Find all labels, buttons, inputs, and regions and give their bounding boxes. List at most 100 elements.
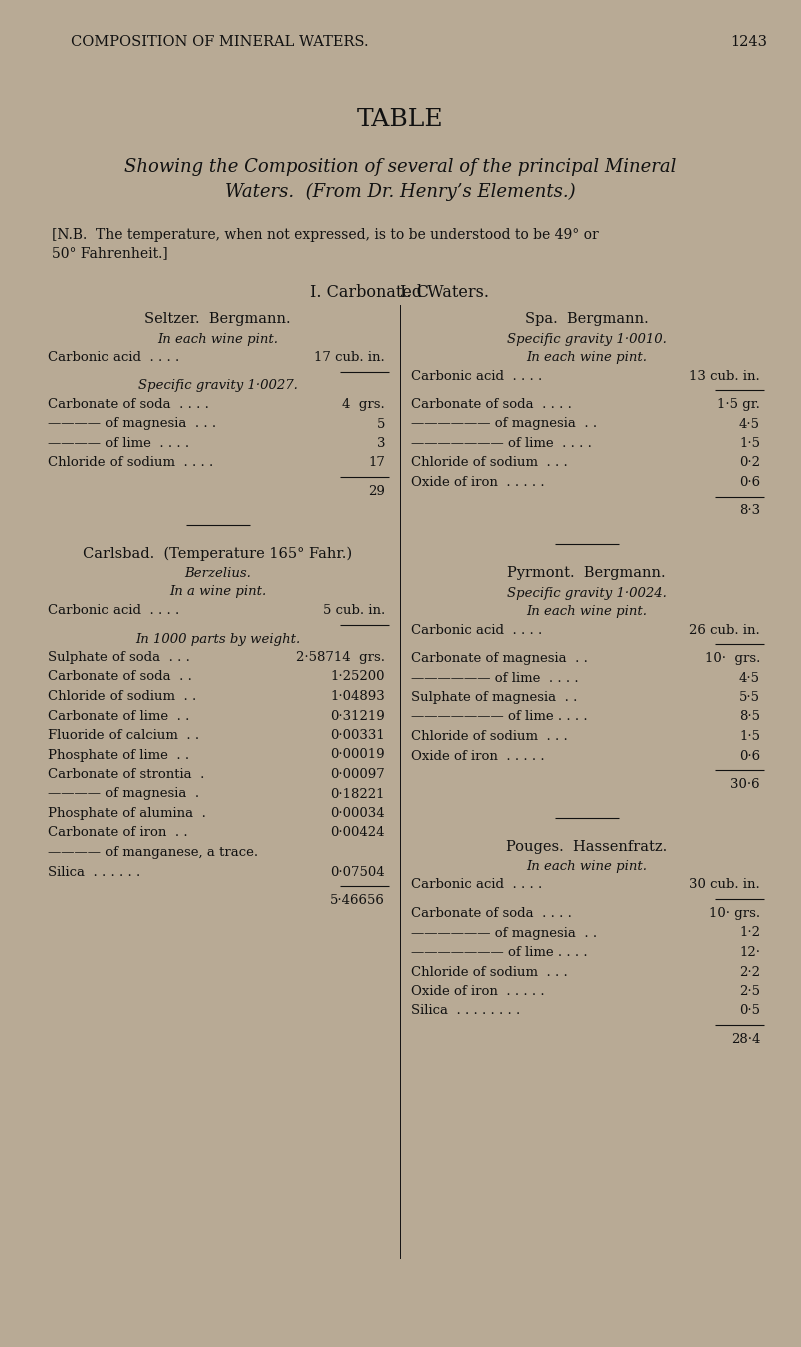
Text: I. Carbonated Waters.: I. Carbonated Waters. xyxy=(311,284,489,300)
Text: ——————— of lime . . . .: ——————— of lime . . . . xyxy=(411,946,588,959)
Text: Chloride of sodium  . . . .: Chloride of sodium . . . . xyxy=(48,457,213,470)
Text: 30·6: 30·6 xyxy=(731,779,760,791)
Text: 0·00034: 0·00034 xyxy=(330,807,385,820)
Text: 1243: 1243 xyxy=(730,35,767,48)
Text: In each wine pint.: In each wine pint. xyxy=(526,605,647,618)
Text: Oxide of iron  . . . . .: Oxide of iron . . . . . xyxy=(411,985,545,998)
Text: Waters.  (From Dr. Henry’s Elements.): Waters. (From Dr. Henry’s Elements.) xyxy=(225,183,575,201)
Text: I. C: I. C xyxy=(400,284,429,300)
Text: Pyrmont.  Bergmann.: Pyrmont. Bergmann. xyxy=(507,566,666,581)
Text: Carbonic acid  . . . .: Carbonic acid . . . . xyxy=(411,878,542,892)
Text: In 1000 parts by weight.: In 1000 parts by weight. xyxy=(135,633,300,645)
Text: ———— of manganese, a trace.: ———— of manganese, a trace. xyxy=(48,846,258,859)
Text: 2·58714  grs.: 2·58714 grs. xyxy=(296,651,385,664)
Text: 28·4: 28·4 xyxy=(731,1033,760,1047)
Text: 5·5: 5·5 xyxy=(739,691,760,704)
Text: 0·31219: 0·31219 xyxy=(330,710,385,722)
Text: 0·00019: 0·00019 xyxy=(330,749,385,761)
Text: Silica  . . . . . .: Silica . . . . . . xyxy=(48,866,140,878)
Text: TABLE: TABLE xyxy=(356,108,443,131)
Text: Specific gravity 1·0027.: Specific gravity 1·0027. xyxy=(138,380,297,392)
Text: 13 cub. in.: 13 cub. in. xyxy=(689,369,760,383)
Text: 1·5: 1·5 xyxy=(739,436,760,450)
Text: Carbonic acid  . . . .: Carbonic acid . . . . xyxy=(48,352,179,364)
Text: Carbonic acid  . . . .: Carbonic acid . . . . xyxy=(411,369,542,383)
Text: Carbonate of iron  . .: Carbonate of iron . . xyxy=(48,827,187,839)
Text: 5 cub. in.: 5 cub. in. xyxy=(323,603,385,617)
Text: In each wine pint.: In each wine pint. xyxy=(526,352,647,364)
Text: 29: 29 xyxy=(368,485,385,498)
Text: In each wine pint.: In each wine pint. xyxy=(526,859,647,873)
Text: Chloride of sodium  . . .: Chloride of sodium . . . xyxy=(411,730,568,744)
Text: Carbonate of lime  . .: Carbonate of lime . . xyxy=(48,710,189,722)
Text: 4·5: 4·5 xyxy=(739,418,760,431)
Text: 2·5: 2·5 xyxy=(739,985,760,998)
Text: 1·04893: 1·04893 xyxy=(330,690,385,703)
Text: Chloride of sodium  . . .: Chloride of sodium . . . xyxy=(411,966,568,978)
Text: Fluoride of calcium  . .: Fluoride of calcium . . xyxy=(48,729,199,742)
Text: Spa.  Bergmann.: Spa. Bergmann. xyxy=(525,313,648,326)
Text: Carbonic acid  . . . .: Carbonic acid . . . . xyxy=(48,603,179,617)
Text: 0·00097: 0·00097 xyxy=(330,768,385,781)
Text: Silica  . . . . . . . .: Silica . . . . . . . . xyxy=(411,1005,521,1017)
Text: 3: 3 xyxy=(376,436,385,450)
Text: Carbonate of soda  . .: Carbonate of soda . . xyxy=(48,671,192,683)
Text: In a wine pint.: In a wine pint. xyxy=(169,586,266,598)
Text: ——————— of lime . . . .: ——————— of lime . . . . xyxy=(411,710,588,723)
Text: 1·5 gr.: 1·5 gr. xyxy=(717,397,760,411)
Text: 30 cub. in.: 30 cub. in. xyxy=(689,878,760,892)
Text: 5·46656: 5·46656 xyxy=(330,894,385,907)
Text: Seltzer.  Bergmann.: Seltzer. Bergmann. xyxy=(144,313,291,326)
Text: 17 cub. in.: 17 cub. in. xyxy=(314,352,385,364)
Text: Carbonate of soda  . . . .: Carbonate of soda . . . . xyxy=(411,397,572,411)
Text: 0·6: 0·6 xyxy=(739,475,760,489)
Text: 10·  grs.: 10· grs. xyxy=(705,652,760,665)
Text: Phosphate of lime  . .: Phosphate of lime . . xyxy=(48,749,189,761)
Text: Specific gravity 1·0010.: Specific gravity 1·0010. xyxy=(506,333,666,345)
Text: [N.B.  The temperature, when not expressed, is to be understood to be 49° or: [N.B. The temperature, when not expresse… xyxy=(52,228,599,242)
Text: 0·18221: 0·18221 xyxy=(331,788,385,800)
Text: Carbonate of soda  . . . .: Carbonate of soda . . . . xyxy=(48,397,209,411)
Text: Carbonate of strontia  .: Carbonate of strontia . xyxy=(48,768,204,781)
Text: 26 cub. in.: 26 cub. in. xyxy=(689,624,760,637)
Text: 8·3: 8·3 xyxy=(739,505,760,517)
Text: 1·5: 1·5 xyxy=(739,730,760,744)
Text: Carlsbad.  (Temperature 165° Fahr.): Carlsbad. (Temperature 165° Fahr.) xyxy=(83,547,352,560)
Text: Carbonic acid  . . . .: Carbonic acid . . . . xyxy=(411,624,542,637)
Text: 4·5: 4·5 xyxy=(739,672,760,684)
Text: ———— of lime  . . . .: ———— of lime . . . . xyxy=(48,436,189,450)
Text: ——————— of lime  . . . .: ——————— of lime . . . . xyxy=(411,436,592,450)
Text: 0·6: 0·6 xyxy=(739,749,760,762)
Text: Chloride of sodium  . . .: Chloride of sodium . . . xyxy=(411,457,568,470)
Text: COMPOSITION OF MINERAL WATERS.: COMPOSITION OF MINERAL WATERS. xyxy=(71,35,368,48)
Text: 5: 5 xyxy=(376,418,385,431)
Text: 4  grs.: 4 grs. xyxy=(342,397,385,411)
Text: 0·00331: 0·00331 xyxy=(330,729,385,742)
Text: Showing the Composition of several of the principal Mineral: Showing the Composition of several of th… xyxy=(124,158,676,176)
Text: Sulphate of soda  . . .: Sulphate of soda . . . xyxy=(48,651,190,664)
Text: 0·00424: 0·00424 xyxy=(331,827,385,839)
Text: 8·5: 8·5 xyxy=(739,710,760,723)
Text: 1·25200: 1·25200 xyxy=(331,671,385,683)
Text: Specific gravity 1·0024.: Specific gravity 1·0024. xyxy=(506,586,666,599)
Text: Berzelius.: Berzelius. xyxy=(184,567,251,581)
Text: Chloride of sodium  . .: Chloride of sodium . . xyxy=(48,690,196,703)
Text: Phosphate of alumina  .: Phosphate of alumina . xyxy=(48,807,206,820)
Text: Oxide of iron  . . . . .: Oxide of iron . . . . . xyxy=(411,475,545,489)
Text: ———— of magnesia  . . .: ———— of magnesia . . . xyxy=(48,418,216,431)
Text: 17: 17 xyxy=(368,457,385,470)
Text: 2·2: 2·2 xyxy=(739,966,760,978)
Text: Oxide of iron  . . . . .: Oxide of iron . . . . . xyxy=(411,749,545,762)
Text: ———— of magnesia  .: ———— of magnesia . xyxy=(48,788,199,800)
Text: Sulphate of magnesia  . .: Sulphate of magnesia . . xyxy=(411,691,578,704)
Text: 12·: 12· xyxy=(739,946,760,959)
Text: 10· grs.: 10· grs. xyxy=(709,907,760,920)
Text: Carbonate of magnesia  . .: Carbonate of magnesia . . xyxy=(411,652,588,665)
Text: In each wine pint.: In each wine pint. xyxy=(157,333,278,345)
Text: 0·07504: 0·07504 xyxy=(330,866,385,878)
Text: 1·2: 1·2 xyxy=(739,927,760,939)
Text: —————— of lime  . . . .: —————— of lime . . . . xyxy=(411,672,578,684)
Text: 0·2: 0·2 xyxy=(739,457,760,470)
Text: —————— of magnesia  . .: —————— of magnesia . . xyxy=(411,927,597,939)
Text: 50° Fahrenheit.]: 50° Fahrenheit.] xyxy=(52,247,167,260)
